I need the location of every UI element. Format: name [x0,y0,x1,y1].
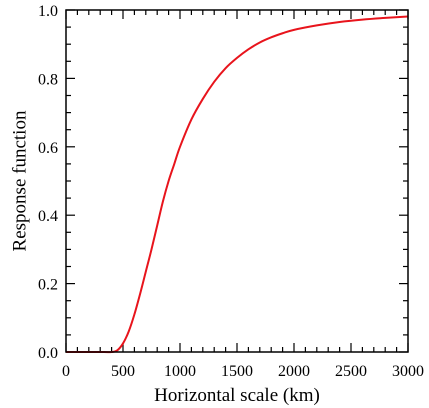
y-tick-label: 1.0 [38,3,58,20]
y-tick-label: 0.8 [38,71,58,88]
x-tick-label: 0 [62,363,70,380]
y-tick-label: 0.6 [38,140,58,157]
axis-tick-labels: 0 500 1000 1500 2000 2500 3000 0.0 0.2 0.4 0.6 0.8 1… [38,3,424,380]
y-tick-label: 0.0 [38,345,58,362]
axis-ticks [65,9,409,353]
y-tick-label: 0.2 [38,277,58,294]
x-tick-label: 2500 [335,363,367,380]
y-axis-label: Response function [10,110,31,251]
x-tick-label: 1500 [221,363,253,380]
x-tick-label: 1000 [164,363,196,380]
x-tick-label: 3000 [392,363,424,380]
x-tick-label: 2000 [278,363,310,380]
response-curve-line [65,15,409,354]
y-tick-label: 0.4 [38,208,58,225]
x-tick-label: 500 [111,363,135,380]
x-axis-label: Horizontal scale (km) [154,385,320,406]
plot-frame [65,9,409,353]
